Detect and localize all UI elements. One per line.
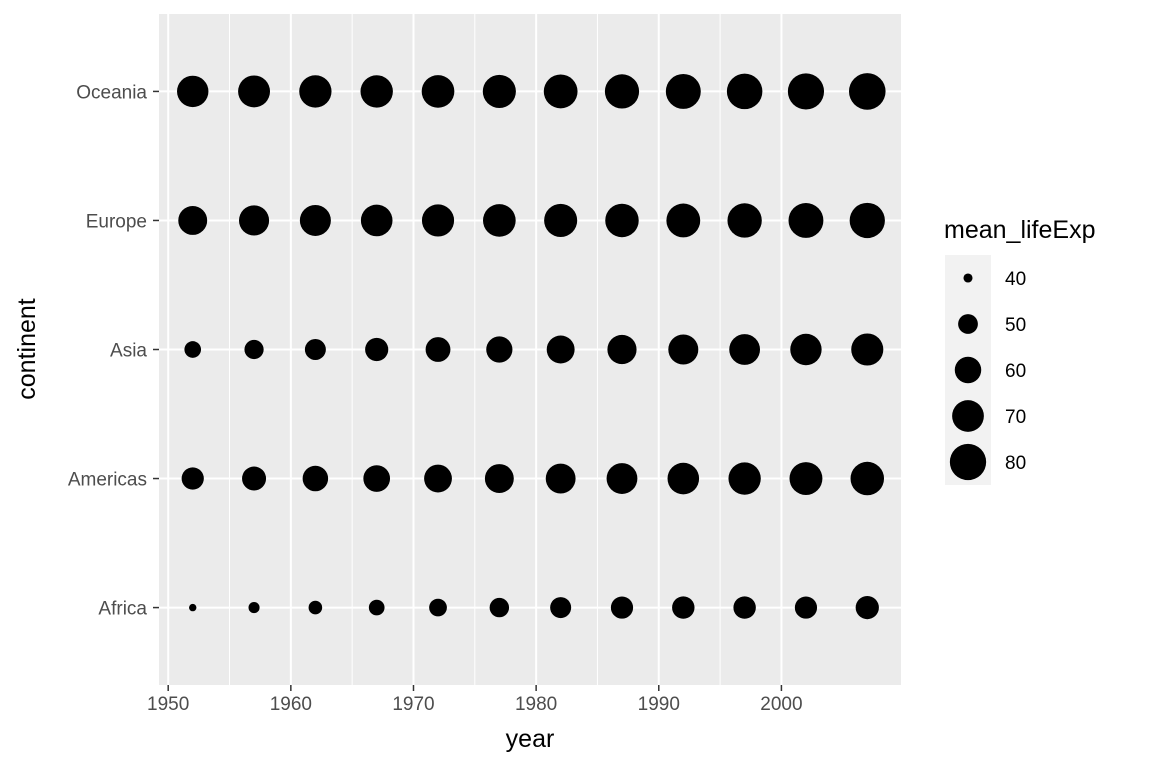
y-tick-label: Americas [68, 470, 147, 491]
data-point [668, 334, 699, 365]
data-point [607, 334, 637, 365]
data-point [848, 73, 886, 110]
data-point [421, 204, 455, 237]
data-point [482, 74, 516, 108]
legend-keys: 40 50 60 70 80 [945, 255, 1026, 485]
data-point [489, 597, 510, 618]
size-legend: mean_lifeExp 40 50 60 70 80 [944, 216, 1095, 485]
data-point [849, 202, 885, 239]
data-point [421, 75, 455, 108]
data-point [789, 462, 823, 495]
data-point [248, 602, 260, 614]
legend-key-point [963, 273, 973, 283]
legend-label: 70 [1005, 407, 1026, 428]
data-point [728, 462, 761, 495]
legend-title: mean_lifeExp [944, 216, 1095, 244]
data-point [672, 596, 695, 619]
data-point [363, 465, 391, 492]
x-tick-label: 1990 [638, 694, 680, 715]
data-point [787, 73, 825, 110]
data-point [177, 75, 209, 108]
data-point [242, 466, 267, 491]
data-point [665, 73, 701, 109]
x-axis: 1950 1960 1970 1980 1990 2000 [147, 685, 803, 715]
data-point [855, 595, 879, 620]
x-tick-label: 1970 [392, 694, 434, 715]
legend-label: 80 [1005, 453, 1026, 474]
y-axis: Africa Americas Asia Europe Oceania [68, 82, 159, 620]
x-tick-label: 1960 [270, 694, 312, 715]
legend-label: 50 [1005, 315, 1026, 336]
legend-label: 60 [1005, 361, 1026, 382]
data-point [302, 465, 329, 492]
data-point [727, 203, 762, 238]
data-point [545, 463, 576, 494]
data-point [610, 596, 634, 619]
data-point [482, 204, 516, 237]
data-point [308, 600, 323, 615]
data-point [238, 205, 270, 236]
data-point [794, 596, 818, 619]
x-tick-label: 1950 [147, 694, 189, 715]
data-point [299, 75, 332, 108]
data-point [368, 599, 385, 616]
data-point [790, 333, 822, 366]
data-point [550, 597, 572, 619]
legend-key-point [958, 314, 978, 334]
data-point [667, 462, 700, 495]
data-point [181, 467, 204, 490]
data-point [360, 204, 393, 237]
y-axis-title: continent [13, 298, 41, 400]
data-point [605, 203, 639, 238]
data-point [360, 75, 393, 108]
data-point [304, 339, 326, 360]
data-point [729, 334, 761, 365]
major-gridlines [159, 14, 901, 685]
data-point [486, 336, 513, 363]
data-point [425, 337, 451, 362]
data-point [429, 598, 447, 617]
legend-label: 40 [1005, 269, 1026, 290]
y-tick-label: Africa [98, 599, 147, 620]
data-point [733, 596, 756, 619]
y-tick-label: Europe [86, 211, 147, 232]
data-point [851, 333, 884, 366]
legend-key-point [949, 443, 987, 481]
x-axis-title: year [506, 725, 555, 753]
data-point [546, 335, 575, 364]
y-tick-label: Oceania [76, 82, 147, 103]
x-tick-label: 2000 [760, 694, 802, 715]
data-point [604, 74, 640, 109]
data-point [850, 461, 885, 496]
data-point [178, 206, 208, 235]
data-point [544, 203, 578, 238]
data-points [177, 73, 886, 620]
data-point [543, 74, 578, 109]
legend-key-point [952, 400, 984, 432]
data-point [238, 75, 271, 108]
data-point [189, 603, 197, 612]
x-tick-label: 1980 [515, 694, 557, 715]
data-point [788, 203, 824, 238]
legend-key-point [954, 356, 982, 384]
data-point [365, 337, 389, 362]
data-point [184, 341, 202, 358]
data-point [244, 339, 264, 360]
data-point [606, 463, 638, 494]
y-tick-label: Asia [110, 341, 147, 362]
data-point [424, 464, 452, 493]
data-point [299, 204, 331, 236]
data-point [726, 73, 763, 110]
data-point [484, 464, 514, 493]
data-point [666, 203, 701, 238]
